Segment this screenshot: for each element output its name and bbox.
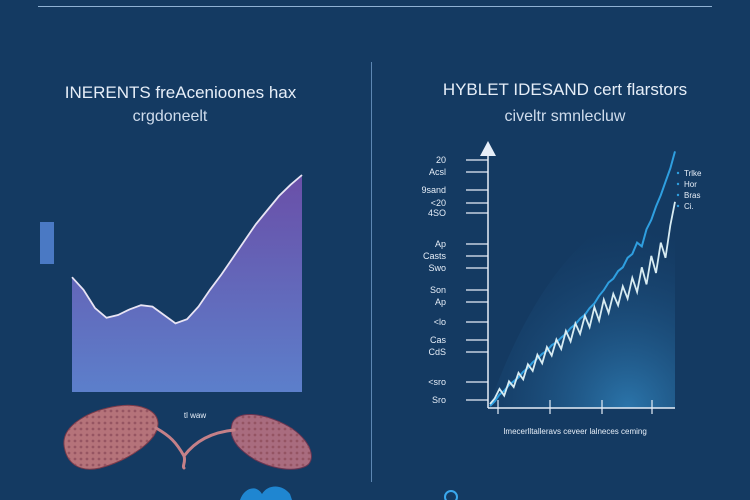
right-y-tick-label: 4SO (428, 208, 446, 218)
top-rule (38, 6, 712, 7)
right-y-tick-label: Ap (435, 239, 446, 249)
right-chart-title: HYBLET IDESAND cert flarstors (442, 80, 688, 99)
y-axis-arrow-icon (480, 141, 496, 156)
right-annotation-line: Bras (684, 191, 700, 200)
right-y-tick-label: CdS (428, 347, 446, 357)
left-y-axis-tag (40, 222, 54, 264)
right-y-tick-label: Swo (428, 263, 446, 273)
right-y-tick-label: Sro (432, 395, 446, 405)
right-y-tick-label: Son (430, 285, 446, 295)
right-y-tick-label: Casts (423, 251, 447, 261)
right-annotation-line: Hor (684, 180, 697, 189)
right-annotation-dot (676, 182, 680, 186)
left-area-line (71, 174, 303, 325)
right-annotation-dot (676, 171, 680, 175)
right-x-ticks (497, 400, 653, 414)
left-x-caption: tl waw (184, 411, 206, 420)
right-series-light (489, 201, 676, 405)
right-x-caption: Imecerlltalleravs ceveer lalneces ceming (503, 427, 647, 436)
right-annotation-line: Ci. (684, 202, 694, 211)
right-chart-subtitle: civeltr smnlecluw (504, 108, 626, 125)
organ-illustration-icon (63, 404, 312, 470)
panel-divider (371, 62, 372, 482)
right-annotation: Trlke Hor Bras Ci. (676, 169, 702, 211)
right-y-tick-label: 20 (436, 155, 446, 165)
right-y-tick-label: 9sand (421, 185, 446, 195)
left-chart-title: INERENTS freAcenioones hax (64, 83, 297, 102)
right-y-tick-label: <20 (431, 198, 446, 208)
right-y-tick-label: Acsl (429, 167, 446, 177)
left-chart-subtitle: crgdoneelt (132, 108, 208, 125)
right-annotation-line: Trlke (684, 169, 702, 178)
right-y-tick-label: <lo (434, 317, 446, 327)
right-y-tick-label: <sro (428, 377, 446, 387)
bottom-ring-icon (444, 490, 458, 500)
right-y-tick-label: Cas (430, 335, 447, 345)
right-y-tick-label: Ap (435, 297, 446, 307)
left-area-series (72, 175, 302, 392)
bottom-blue-shape-icon (240, 486, 292, 500)
right-annotation-dot (676, 193, 680, 197)
right-annotation-dot (676, 204, 680, 208)
